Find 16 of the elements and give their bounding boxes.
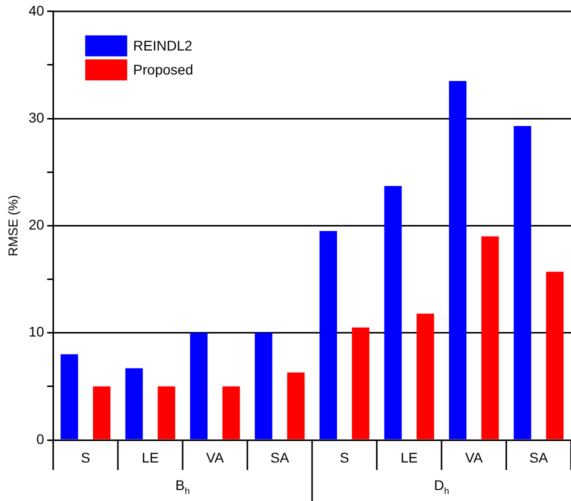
y-tick-label: 20 (28, 216, 44, 233)
x-tick-label: VA (465, 449, 484, 466)
x-tick-label: SA (270, 449, 290, 466)
legend-label: REINDL2 (133, 37, 193, 54)
x-tick-label: LE (142, 449, 159, 466)
y-tick-label: 40 (28, 2, 44, 18)
x-tick-label: VA (206, 449, 224, 466)
y-tick-label: 30 (28, 109, 44, 126)
y-tick-label: 0 (36, 430, 44, 447)
x-tick-label: S (80, 449, 90, 466)
legend-label: Proposed (133, 61, 194, 78)
x-tick-label: S (340, 449, 350, 466)
y-axis-title: RMSE (%) (5, 195, 20, 256)
y-tick-label: 10 (28, 324, 44, 340)
x-tick-label: SA (529, 449, 549, 466)
x-tick-label: LE (400, 449, 418, 466)
